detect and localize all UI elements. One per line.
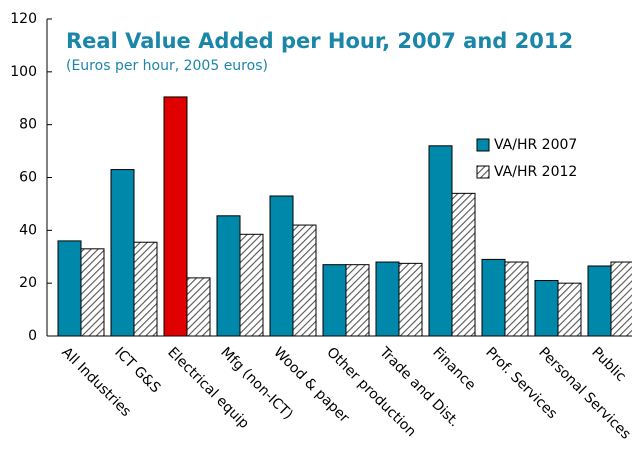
- legend-label: VA/HR 2007: [494, 137, 577, 153]
- bar: [186, 277, 211, 337]
- bar: [345, 264, 370, 337]
- x-tick-label: Personal Services: [535, 344, 632, 442]
- bar: [428, 145, 453, 337]
- bar: [587, 265, 612, 337]
- bar: [557, 282, 582, 337]
- bar: [610, 261, 632, 337]
- y-tick-label: 40: [19, 222, 37, 238]
- bar: [481, 258, 506, 337]
- bar: [534, 280, 559, 337]
- bar: [216, 215, 241, 337]
- x-tick-label: Finance: [429, 344, 478, 393]
- bar: [239, 233, 264, 337]
- x-tick-label: ICT G&S: [111, 344, 163, 396]
- y-tick-label: 80: [19, 117, 37, 133]
- y-tick-label: 100: [10, 64, 37, 80]
- chart-title: Real Value Added per Hour, 2007 and 2012: [66, 29, 573, 53]
- legend-swatch: [476, 138, 490, 152]
- x-tick-label: Other production: [323, 344, 419, 440]
- legend-swatch: [476, 165, 490, 179]
- bar: [57, 240, 82, 337]
- bar: [110, 169, 135, 337]
- y-tick-label: 20: [19, 275, 37, 291]
- legend-label: VA/HR 2012: [494, 164, 577, 180]
- chart-subtitle: (Euros per hour, 2005 euros): [66, 58, 268, 74]
- y-tick-label: 60: [19, 170, 37, 186]
- bar: [80, 248, 105, 337]
- bar: [133, 241, 158, 337]
- bar: [398, 262, 423, 337]
- bar: [292, 224, 317, 337]
- bar: [269, 195, 294, 337]
- bar: [163, 96, 188, 337]
- bar: [504, 261, 529, 337]
- bar: [322, 264, 347, 337]
- bar: [451, 192, 476, 337]
- y-tick-label: 120: [10, 11, 37, 27]
- x-tick-label: Public: [588, 344, 629, 385]
- bar: [375, 261, 400, 337]
- y-tick-label: 0: [28, 328, 37, 344]
